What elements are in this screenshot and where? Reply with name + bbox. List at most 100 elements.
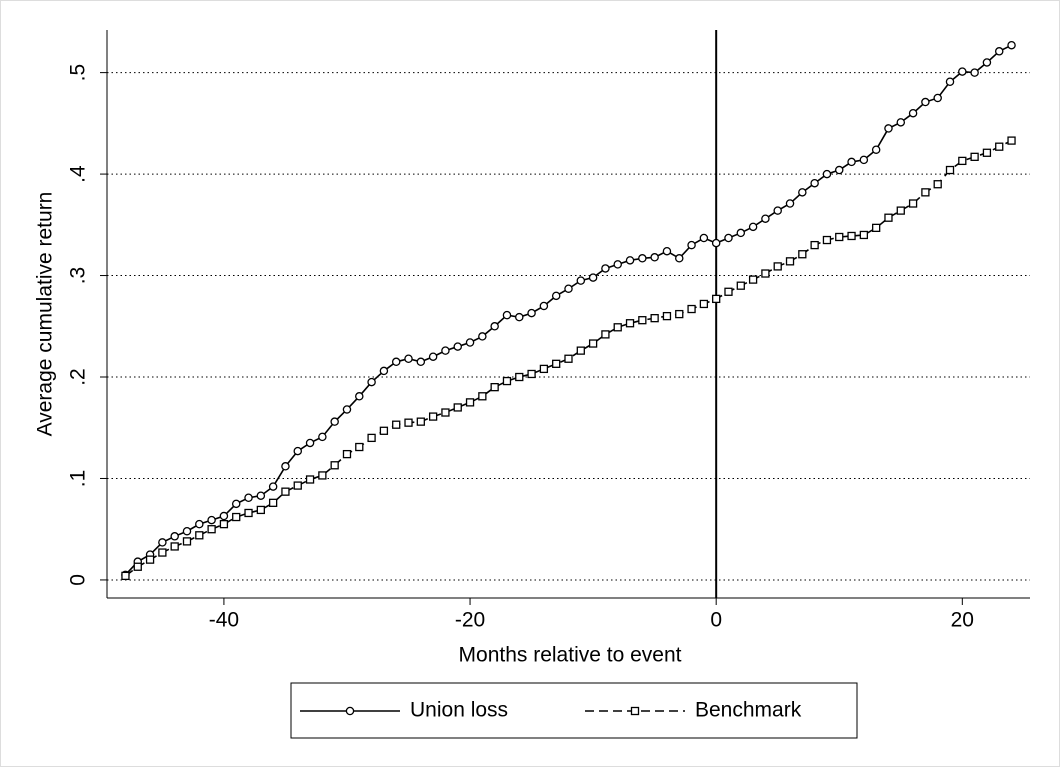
- marker: [822, 169, 832, 179]
- marker: [219, 511, 229, 521]
- marker: [330, 417, 339, 426]
- marker: [244, 493, 253, 503]
- marker: [908, 108, 918, 118]
- x-tick-label: -40: [209, 609, 239, 632]
- marker: [872, 223, 881, 233]
- y-tick-label: .1: [67, 470, 90, 488]
- marker: [305, 475, 315, 484]
- marker: [453, 342, 462, 351]
- marker: [970, 68, 979, 77]
- marker: [662, 311, 672, 321]
- marker: [847, 157, 856, 167]
- marker: [342, 405, 352, 414]
- marker: [231, 499, 241, 509]
- marker: [256, 491, 266, 500]
- marker: [576, 276, 586, 285]
- marker: [638, 254, 647, 263]
- marker: [958, 156, 967, 166]
- marker: [761, 214, 770, 223]
- marker: [465, 338, 475, 347]
- marker: [441, 346, 450, 355]
- marker: [345, 706, 355, 716]
- marker: [515, 312, 524, 322]
- marker: [552, 359, 561, 368]
- y-tick-label: 0: [67, 574, 90, 586]
- marker: [822, 235, 832, 245]
- marker: [478, 392, 487, 401]
- marker: [1007, 136, 1016, 145]
- marker: [539, 301, 549, 311]
- marker: [182, 537, 192, 546]
- legend-label: Union loss: [410, 699, 508, 722]
- marker: [675, 254, 684, 263]
- marker: [268, 498, 278, 507]
- marker: [982, 58, 992, 67]
- marker: [785, 257, 795, 266]
- marker: [256, 505, 265, 515]
- marker: [564, 354, 573, 363]
- marker: [564, 284, 573, 293]
- x-tick-label: 0: [710, 609, 722, 632]
- marker: [551, 291, 561, 301]
- marker: [355, 392, 364, 401]
- marker: [502, 376, 512, 386]
- marker: [416, 357, 426, 367]
- marker: [921, 188, 930, 197]
- marker: [625, 319, 635, 328]
- marker: [170, 542, 179, 551]
- marker: [441, 408, 450, 417]
- marker: [219, 519, 229, 529]
- marker: [908, 199, 918, 208]
- marker: [675, 309, 684, 319]
- marker: [748, 275, 758, 284]
- marker: [121, 571, 130, 581]
- marker: [687, 304, 696, 314]
- marker: [625, 256, 635, 265]
- marker: [847, 231, 856, 241]
- y-tick-label: .2: [67, 368, 90, 386]
- marker: [588, 339, 598, 348]
- y-tick-label: .3: [67, 267, 90, 285]
- marker: [379, 366, 389, 376]
- marker: [305, 438, 315, 448]
- marker: [748, 222, 758, 232]
- marker: [391, 357, 401, 367]
- marker: [994, 47, 1004, 56]
- marker: [798, 250, 807, 259]
- marker: [995, 142, 1004, 151]
- marker: [539, 364, 549, 374]
- marker: [318, 471, 327, 480]
- marker: [1007, 40, 1016, 50]
- marker: [502, 310, 512, 320]
- marker: [268, 482, 278, 491]
- marker: [404, 354, 413, 363]
- marker: [293, 481, 302, 490]
- marker: [785, 199, 795, 208]
- marker: [798, 188, 807, 197]
- marker: [834, 165, 844, 175]
- marker: [699, 233, 709, 243]
- marker: [367, 433, 376, 443]
- y-tick-label: .5: [67, 64, 90, 82]
- marker: [773, 206, 782, 215]
- marker: [281, 462, 290, 471]
- marker: [945, 77, 955, 86]
- marker: [244, 508, 253, 518]
- marker: [601, 264, 610, 273]
- marker: [687, 240, 696, 250]
- marker: [601, 330, 610, 339]
- marker: [478, 332, 487, 341]
- marker: [330, 461, 339, 470]
- marker: [859, 155, 869, 165]
- marker: [182, 526, 192, 536]
- marker: [453, 403, 462, 412]
- marker: [158, 538, 167, 547]
- marker: [576, 346, 585, 355]
- marker: [871, 145, 881, 154]
- marker: [465, 398, 475, 407]
- marker: [933, 93, 942, 103]
- marker: [490, 383, 499, 392]
- marker: [810, 178, 819, 188]
